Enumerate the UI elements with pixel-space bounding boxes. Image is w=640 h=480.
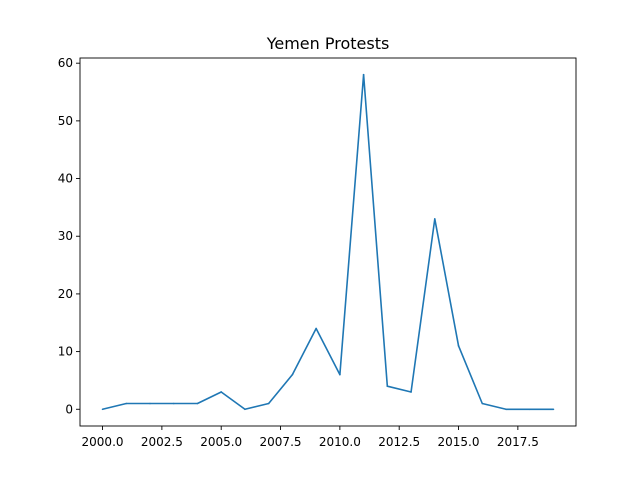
x-tick-label: 2010.0 xyxy=(319,435,361,449)
y-tick-label: 60 xyxy=(58,56,73,70)
x-tick-label: 2017.5 xyxy=(497,435,539,449)
data-point xyxy=(457,345,460,347)
data-point xyxy=(149,402,151,405)
x-tick-label: 2000.0 xyxy=(82,435,124,449)
data-point xyxy=(528,408,531,411)
x-axis: 2000.0 2002.5 2005.0 2007.5 2010.0 2012.5 2015… xyxy=(82,426,539,449)
data-point xyxy=(505,408,507,411)
data-point xyxy=(362,73,365,76)
data-point xyxy=(386,385,389,388)
data-point xyxy=(339,373,341,376)
y-tick-label: 20 xyxy=(58,287,73,301)
data-point xyxy=(315,327,317,330)
data-point xyxy=(101,408,104,411)
data-point xyxy=(552,408,555,411)
plot-area-frame xyxy=(79,57,577,427)
series-line xyxy=(102,73,554,411)
data-point xyxy=(244,408,246,411)
data-point xyxy=(481,402,484,405)
x-tick-label: 2015.0 xyxy=(438,435,480,449)
y-axis: 0 10 20 30 40 50 60 xyxy=(58,56,80,416)
series-layer xyxy=(101,73,555,411)
data-point xyxy=(220,391,223,393)
y-tick-label: 10 xyxy=(58,345,73,359)
y-tick-label: 0 xyxy=(65,402,73,416)
x-tick-label: 2007.5 xyxy=(260,435,302,449)
x-tick-label: 2002.5 xyxy=(141,435,183,449)
y-tick-label: 50 xyxy=(58,114,73,128)
data-point xyxy=(196,402,199,405)
x-tick-label: 2005.0 xyxy=(200,435,242,449)
data-point xyxy=(125,402,128,405)
data-point xyxy=(410,391,412,393)
data-point xyxy=(433,218,436,220)
data-point xyxy=(267,402,270,405)
y-tick-label: 30 xyxy=(58,229,73,243)
y-tick-label: 40 xyxy=(58,172,73,186)
data-point xyxy=(291,373,294,376)
x-tick-label: 2012.5 xyxy=(378,435,420,449)
data-point xyxy=(172,402,175,405)
chart-title: Yemen Protests xyxy=(266,34,390,53)
